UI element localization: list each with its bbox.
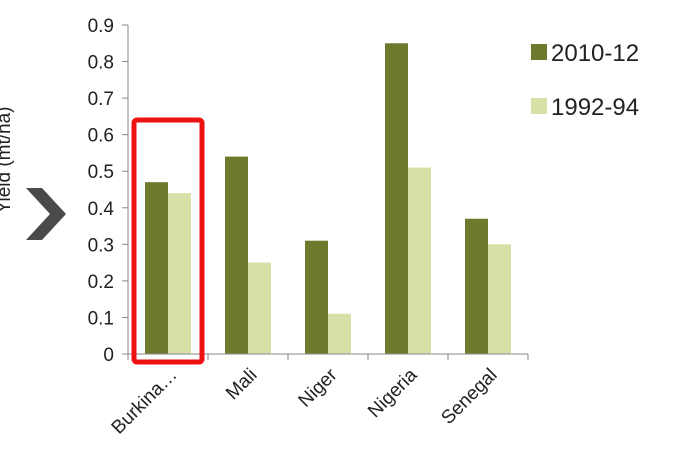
y-tick-label: 0.6: [88, 126, 114, 147]
y-tick-label: 0.1: [88, 308, 114, 329]
bar-1992-94-Senegal: [488, 244, 511, 354]
bars: [145, 43, 511, 355]
bar-2010-12-Mali: [225, 156, 248, 354]
legend: 2010-12 1992-94: [531, 40, 639, 121]
y-tick-label: 0: [103, 345, 114, 366]
y-tick-label: 0.7: [88, 89, 114, 110]
legend-swatch: [531, 98, 547, 114]
category-label: Niger: [295, 364, 342, 411]
bar-1992-94-Burkina…: [168, 193, 191, 354]
y-axis-ticks: 0 0.1 0.2 0.3 0.4 0.5 0.6 0.7 0.8 0.9: [88, 16, 128, 366]
bar-2010-12-Niger: [305, 240, 328, 354]
bar-1992-94-Nigeria: [408, 167, 431, 354]
legend-label: 2010-12: [551, 40, 639, 67]
axes: [127, 25, 529, 360]
highlight-box: [131, 117, 205, 365]
category-labels: Burkina… Mali Niger Nigeria Senegal: [108, 364, 502, 438]
bar-2010-12-Nigeria: [385, 43, 408, 355]
category-label: Senegal: [437, 365, 501, 429]
highlight-rectangle: [131, 117, 205, 365]
y-axis-label-group: Yield (mt/ha): [0, 107, 15, 214]
bar-1992-94-Niger: [328, 313, 351, 354]
y-tick-label: 0.9: [88, 16, 114, 37]
category-label: Nigeria: [364, 364, 422, 422]
category-label: Mali: [222, 365, 261, 404]
bar-2010-12-Senegal: [465, 218, 488, 354]
y-tick-label: 0.8: [88, 53, 114, 74]
category-label: Burkina…: [108, 365, 182, 439]
y-axis-label: Yield (mt/ha): [0, 107, 15, 214]
legend-label: 1992-94: [551, 94, 639, 121]
y-tick-label: 0.3: [88, 235, 114, 256]
chevron-right-icon: [26, 188, 66, 240]
bar-1992-94-Mali: [248, 262, 271, 354]
y-tick-label: 0.2: [88, 272, 114, 293]
legend-swatch: [531, 44, 547, 60]
y-tick-label: 0.5: [88, 162, 114, 183]
y-tick-label: 0.4: [88, 199, 115, 220]
bar-2010-12-Burkina…: [145, 182, 168, 354]
pointer-chevron-icon: [26, 188, 66, 240]
